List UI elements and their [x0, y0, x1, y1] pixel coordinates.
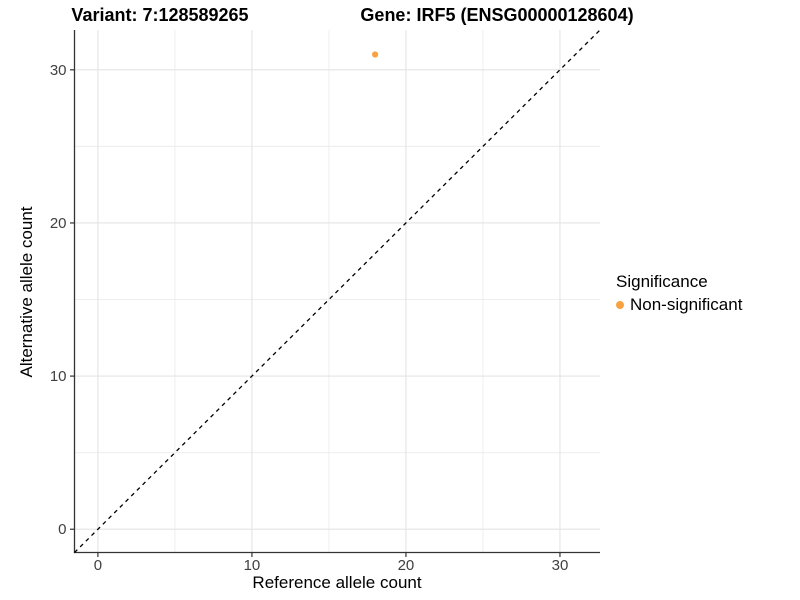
data-point [372, 51, 379, 58]
y-tick-label: 0 [58, 521, 66, 538]
y-tick-label: 30 [50, 62, 67, 79]
x-tick-label: 0 [94, 557, 102, 574]
x-tick-label: 10 [244, 557, 261, 574]
legend-item: Non-significant [616, 295, 742, 315]
legend-item-label: Non-significant [630, 295, 743, 314]
y-tick-label: 10 [50, 368, 67, 385]
legend: Significance Non-significant [616, 272, 742, 315]
x-tick-label: 30 [552, 557, 569, 574]
variant-title: Variant: 7:128589265 [71, 5, 249, 25]
legend-title: Significance [616, 272, 708, 291]
x-tick-label: 20 [398, 557, 415, 574]
y-axis-title: Alternative allele count [17, 206, 36, 378]
y-tick-label: 20 [50, 215, 67, 232]
legend-dot-icon [616, 301, 624, 309]
x-axis-title: Reference allele count [252, 573, 422, 592]
gene-title: Gene: IRF5 (ENSG00000128604) [360, 5, 634, 25]
identity-line [74, 29, 601, 553]
